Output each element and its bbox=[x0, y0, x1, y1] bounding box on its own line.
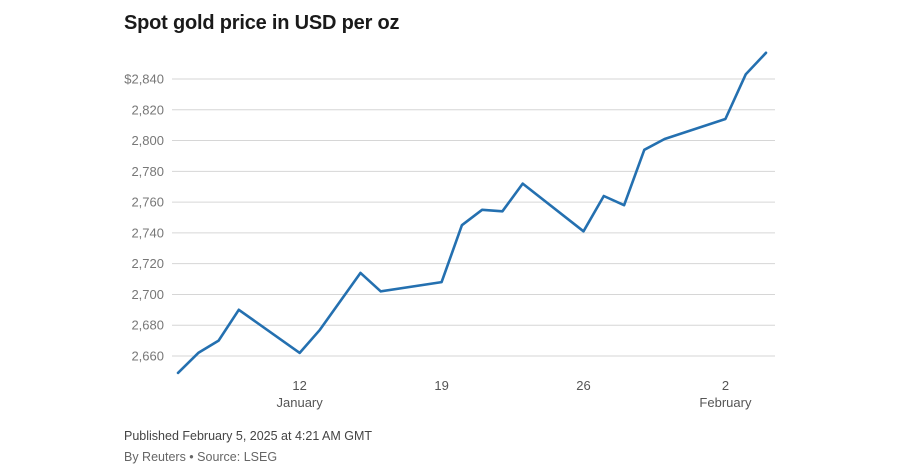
x-axis-ticks: 12 January 19 26 2 February bbox=[277, 378, 752, 410]
x-tick-label: 12 bbox=[292, 378, 306, 393]
x-tick-label: 19 bbox=[434, 378, 448, 393]
x-tick-label: 2 bbox=[722, 378, 729, 393]
line-chart: $2,840 2,820 2,800 2,780 2,760 2,740 2,720 2,70… bbox=[124, 51, 775, 410]
x-tick-month-label: January bbox=[277, 395, 324, 410]
gridlines bbox=[172, 78, 775, 357]
byline-source: By Reuters • Source: LSEG bbox=[124, 450, 278, 464]
x-tick-month-label: February bbox=[699, 395, 752, 410]
y-tick-label: 2,700 bbox=[131, 287, 164, 302]
y-tick-label: 2,760 bbox=[131, 195, 164, 210]
y-tick-label: 2,680 bbox=[131, 318, 164, 333]
y-tick-label: 2,780 bbox=[131, 164, 164, 179]
y-tick-label: 2,740 bbox=[131, 225, 164, 240]
y-tick-label: $2,840 bbox=[124, 72, 164, 87]
x-tick-label: 26 bbox=[576, 378, 590, 393]
y-tick-label: 2,720 bbox=[131, 256, 164, 271]
y-tick-label: 2,660 bbox=[131, 349, 164, 364]
series-line-gold-price bbox=[176, 51, 768, 375]
y-tick-label: 2,820 bbox=[131, 102, 164, 117]
chart-title: Spot gold price in USD per oz bbox=[124, 12, 400, 34]
published-timestamp: Published February 5, 2025 at 4:21 AM GM… bbox=[124, 429, 373, 443]
y-axis-ticks: $2,840 2,820 2,800 2,780 2,760 2,740 2,720 2,70… bbox=[124, 72, 164, 364]
y-tick-label: 2,800 bbox=[131, 133, 164, 148]
series-lines bbox=[176, 51, 768, 375]
